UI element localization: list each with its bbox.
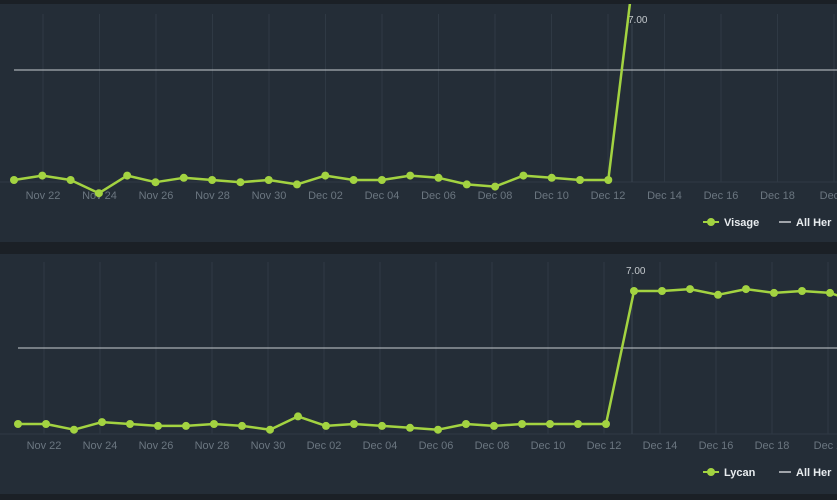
data-point	[10, 176, 18, 184]
y-tick-label: 7.00	[628, 15, 648, 26]
data-point	[98, 418, 106, 427]
x-tick-label: Dec 16	[699, 440, 734, 452]
x-tick-label: Dec 02	[307, 440, 342, 452]
data-point	[66, 176, 75, 184]
x-tick-label: Nov 26	[139, 440, 174, 452]
x-tick-label: Dec 10	[534, 190, 569, 202]
data-point	[210, 420, 218, 428]
data-point	[378, 421, 386, 430]
legend-reference-label: All Her	[796, 217, 832, 229]
x-tick-label: Nov 22	[26, 190, 61, 202]
x-tick-label: Dec 02	[308, 190, 343, 202]
data-point	[462, 420, 470, 428]
data-point	[349, 176, 358, 184]
x-tick-label: Nov 26	[139, 190, 174, 202]
data-point	[70, 425, 78, 434]
x-tick-label: Nov 28	[195, 440, 230, 452]
data-point	[490, 421, 498, 430]
data-point	[826, 288, 834, 297]
x-tick-label: Dec 16	[704, 190, 739, 202]
data-point	[686, 285, 694, 294]
chart-panel-lycan: 7.00 Nov 22 Nov 24 Nov 26 Nov 28 Nov 30 Dec 02…	[0, 254, 837, 494]
x-tick-label: Nov 24	[83, 440, 118, 452]
data-point	[151, 178, 160, 187]
data-point	[574, 420, 582, 428]
data-point	[604, 176, 613, 184]
x-tick-label: Dec 2	[820, 190, 837, 202]
x-tick-label: Dec 04	[365, 190, 400, 202]
data-point	[236, 178, 245, 187]
series-line	[18, 287, 837, 431]
data-point	[38, 171, 47, 180]
data-point	[42, 420, 50, 428]
x-tick-label: Dec 08	[475, 440, 510, 452]
data-point	[798, 287, 806, 295]
data-point	[434, 173, 443, 182]
x-tick-label: Nov 22	[27, 440, 62, 452]
x-tick-label: Dec 18	[760, 190, 795, 202]
data-point	[491, 182, 500, 191]
data-point	[519, 171, 528, 180]
data-point	[123, 171, 132, 180]
data-point	[154, 421, 162, 430]
data-point	[406, 423, 414, 432]
data-point	[602, 420, 610, 428]
chart-panel-visage: 7.00 Nov 22 Nov 24 Nov 26 Nov 28 Nov 30 Dec 02…	[0, 4, 837, 242]
y-tick-label: 7.00	[626, 266, 646, 277]
data-point	[434, 425, 442, 434]
data-point	[742, 285, 750, 294]
x-tick-label: Dec 12	[587, 440, 622, 452]
data-point	[630, 287, 638, 295]
data-point	[264, 176, 273, 184]
data-point	[322, 421, 330, 430]
legend-series-label: Lycan	[724, 467, 756, 479]
data-point	[770, 288, 778, 297]
data-point	[518, 420, 526, 428]
data-point	[714, 290, 722, 299]
data-point	[293, 180, 301, 189]
data-point	[462, 180, 471, 189]
data-point	[546, 420, 554, 428]
data-point	[658, 287, 666, 295]
x-tick-label: Dec 18	[755, 440, 790, 452]
x-tick-label: Dec 12	[591, 190, 626, 202]
x-tick-label: Nov 30	[252, 190, 287, 202]
data-point	[238, 421, 246, 430]
legend-series-marker	[707, 218, 715, 226]
x-tick-label: Dec 2	[814, 440, 837, 452]
data-point	[294, 412, 302, 421]
series-line	[13, 4, 632, 195]
data-point	[406, 171, 415, 180]
legend-reference-label: All Her	[796, 467, 832, 479]
x-tick-label: Dec 04	[363, 440, 398, 452]
x-tick-label: Dec 08	[478, 190, 513, 202]
data-point	[547, 173, 556, 182]
x-tick-label: Dec 14	[647, 190, 682, 202]
data-point	[126, 420, 134, 428]
data-point	[576, 176, 584, 184]
x-tick-label: Dec 06	[421, 190, 456, 202]
legend-series-label: Visage	[724, 217, 759, 229]
data-point	[179, 173, 188, 182]
x-tick-label: Dec 10	[531, 440, 566, 452]
data-point	[321, 171, 330, 180]
lycan-chart: 7.00 Nov 22 Nov 24 Nov 26 Nov 28 Nov 30 Dec 02…	[0, 262, 837, 479]
data-point	[377, 176, 386, 184]
x-tick-label: Nov 28	[195, 190, 230, 202]
data-point	[208, 176, 217, 184]
x-tick-label: Dec 14	[643, 440, 678, 452]
legend-series-marker	[707, 468, 715, 476]
data-point	[14, 420, 22, 428]
data-point	[266, 425, 274, 434]
data-point	[350, 420, 358, 428]
data-point	[182, 421, 190, 430]
x-tick-label: Nov 30	[251, 440, 286, 452]
data-point	[94, 189, 103, 198]
x-tick-label: Dec 06	[419, 440, 454, 452]
